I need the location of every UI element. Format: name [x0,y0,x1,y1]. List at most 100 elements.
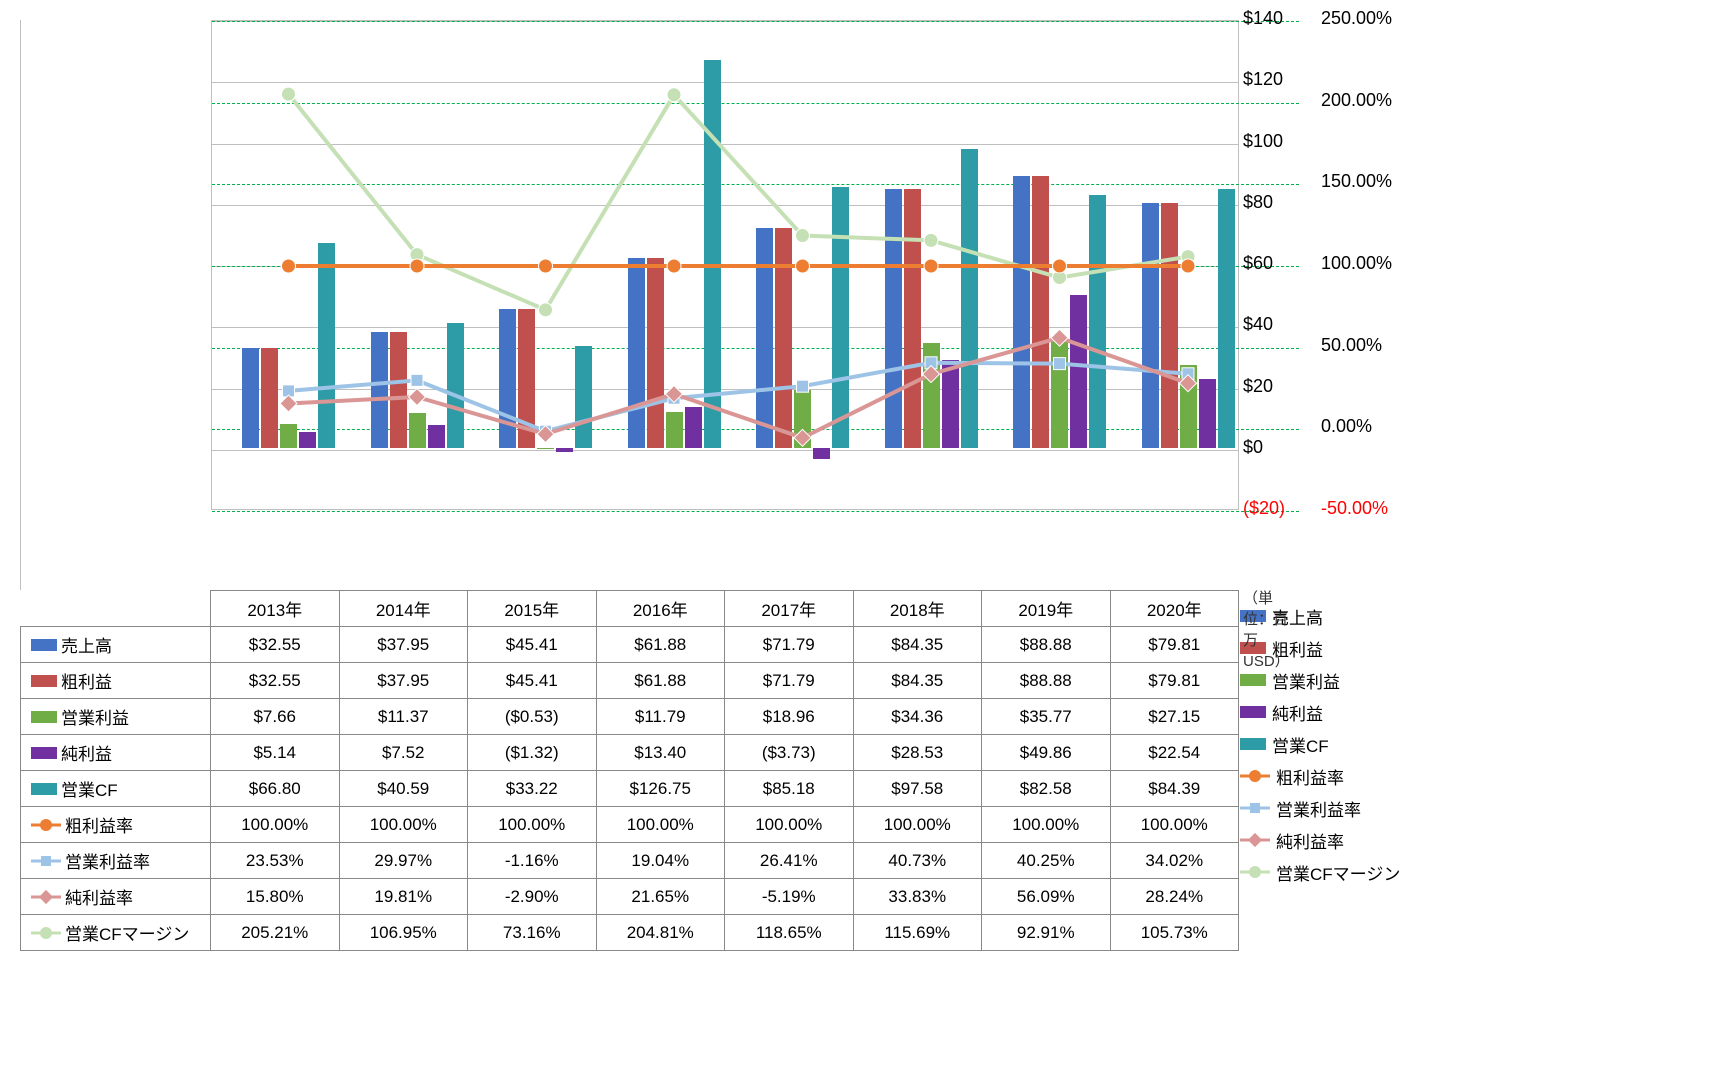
year-header: 2018年 [853,591,982,627]
cell-gm: 100.00% [468,807,597,843]
legend-item-net: 純利益 [1238,696,1717,728]
cell-op: $11.79 [596,699,725,735]
cell-om: 40.25% [982,843,1111,879]
cell-net: $7.52 [339,735,468,771]
cell-nm: -5.19% [725,879,854,915]
pct-tick: 150.00% [1321,171,1392,192]
cell-gm: 100.00% [853,807,982,843]
marker-om [1054,358,1066,370]
row-header-nm: 純利益率 [21,879,211,915]
cell-op: $27.15 [1110,699,1239,735]
cell-net: $5.14 [211,735,340,771]
cell-gross: $37.95 [339,663,468,699]
cell-cfm: 118.65% [725,915,854,951]
marker-gm [1053,259,1067,273]
marker-nm [794,429,811,446]
cell-nm: 19.81% [339,879,468,915]
chart-dashboard: $140$120$100$80$60$40$20$0($20) 250.00%2… [20,20,1717,951]
cell-sales: $37.95 [339,627,468,663]
cell-cf: $82.58 [982,771,1111,807]
dollar-tick: $20 [1243,376,1273,397]
marker-cfm [924,233,938,247]
cell-op: $7.66 [211,699,340,735]
cell-net: $22.54 [1110,735,1239,771]
year-header: 2016年 [596,591,725,627]
marker-gm [667,259,681,273]
cell-net: $28.53 [853,735,982,771]
cell-net: ($3.73) [725,735,854,771]
cell-sales: $61.88 [596,627,725,663]
row-header-sales: 売上高 [21,627,211,663]
cell-gross: $79.81 [1110,663,1239,699]
cell-net: $49.86 [982,735,1111,771]
cell-gross: $71.79 [725,663,854,699]
cell-sales: $88.88 [982,627,1111,663]
cell-cfm: 92.91% [982,915,1111,951]
cell-op: ($0.53) [468,699,597,735]
dollar-tick: $80 [1243,192,1273,213]
marker-gm [1181,259,1195,273]
cell-op: $11.37 [339,699,468,735]
chart-area: $140$120$100$80$60$40$20$0($20) 250.00%2… [20,20,1238,590]
legend-item-nm: 純利益率 [1238,824,1717,856]
marker-nm [280,395,297,412]
cell-gm: 100.00% [725,807,854,843]
marker-cfm [282,87,296,101]
cell-om: 19.04% [596,843,725,879]
cell-om: -1.16% [468,843,597,879]
cell-nm: 56.09% [982,879,1111,915]
cell-gross: $32.55 [211,663,340,699]
cell-om: 40.73% [853,843,982,879]
marker-gm [924,259,938,273]
cell-sales: $71.79 [725,627,854,663]
cell-sales: $84.35 [853,627,982,663]
cell-gm: 100.00% [1110,807,1239,843]
marker-cfm [796,229,810,243]
cell-om: 29.97% [339,843,468,879]
marker-nm [409,388,426,405]
cell-cfm: 205.21% [211,915,340,951]
marker-cfm [667,88,681,102]
marker-gm [539,259,553,273]
cell-cfm: 106.95% [339,915,468,951]
year-header: 2019年 [982,591,1111,627]
year-header: 2017年 [725,591,854,627]
cell-cf: $33.22 [468,771,597,807]
cell-gross: $45.41 [468,663,597,699]
legend-item-gross: 粗利益 [1238,632,1717,664]
cell-nm: 15.80% [211,879,340,915]
year-header: 2020年 [1110,591,1239,627]
marker-om [797,380,809,392]
dollar-tick: $40 [1243,314,1273,335]
pct-tick: 0.00% [1321,416,1372,437]
cell-op: $18.96 [725,699,854,735]
cell-nm: -2.90% [468,879,597,915]
cell-cf: $66.80 [211,771,340,807]
dollar-tick: $140 [1243,8,1283,29]
line-nm [289,338,1189,438]
cell-cfm: 105.73% [1110,915,1239,951]
row-header-gm: 粗利益率 [21,807,211,843]
dollar-tick: $120 [1243,69,1283,90]
row-header-cf: 営業CF [21,771,211,807]
cell-net: ($1.32) [468,735,597,771]
cell-gross: $84.35 [853,663,982,699]
marker-gm [410,259,424,273]
row-header-gross: 粗利益 [21,663,211,699]
legend-item-om: 営業利益率 [1238,792,1717,824]
cell-gm: 100.00% [339,807,468,843]
cell-sales: $79.81 [1110,627,1239,663]
plot [211,20,1239,510]
data-table: 2013年2014年2015年2016年2017年2018年2019年2020年… [20,590,1238,951]
cell-cf: $126.75 [596,771,725,807]
legend-item-op: 営業利益 [1238,664,1717,696]
legend-item-cf: 営業CF [1238,728,1717,760]
marker-gm [282,259,296,273]
year-header: 2014年 [339,591,468,627]
marker-nm [1051,329,1068,346]
row-header-net: 純利益 [21,735,211,771]
unit-label: （単位：百万USD） [1243,587,1290,671]
cell-nm: 33.83% [853,879,982,915]
cell-om: 26.41% [725,843,854,879]
dollar-tick: ($20) [1243,498,1285,519]
